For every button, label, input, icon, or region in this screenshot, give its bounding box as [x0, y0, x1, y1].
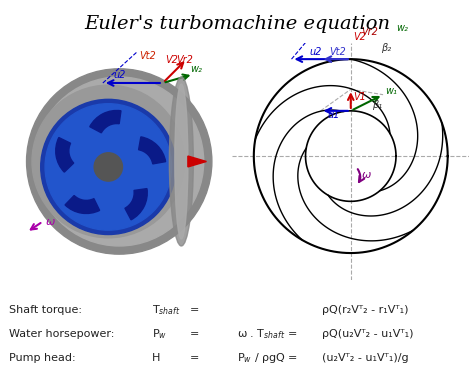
Wedge shape: [65, 196, 100, 214]
Text: V2: V2: [353, 32, 366, 42]
Text: =: =: [190, 305, 199, 315]
Text: u2: u2: [310, 47, 322, 57]
Text: H: H: [152, 353, 160, 363]
Text: =: =: [190, 329, 199, 339]
Text: ρQ(r₂Vᵀ₂ - r₁Vᵀ₁): ρQ(r₂Vᵀ₂ - r₁Vᵀ₁): [322, 305, 409, 315]
Text: β₁: β₁: [372, 99, 383, 110]
Text: V2: V2: [165, 55, 178, 65]
Ellipse shape: [27, 69, 212, 254]
Text: ω: ω: [362, 170, 371, 179]
Text: Vt2: Vt2: [139, 51, 155, 61]
Text: w₁: w₁: [385, 86, 397, 96]
Text: Vr2: Vr2: [362, 28, 378, 37]
Text: P$_w$ / ρgQ =: P$_w$ / ρgQ =: [237, 351, 298, 365]
Text: Water horsepower:: Water horsepower:: [9, 329, 115, 339]
Wedge shape: [138, 137, 165, 164]
Ellipse shape: [35, 77, 204, 246]
Circle shape: [41, 99, 176, 235]
Text: u1: u1: [327, 110, 339, 120]
Text: w₂: w₂: [396, 23, 408, 33]
Polygon shape: [188, 156, 206, 167]
Text: ρQ(u₂Vᵀ₂ - u₁Vᵀ₁): ρQ(u₂Vᵀ₂ - u₁Vᵀ₁): [322, 329, 414, 339]
Text: P$_w$: P$_w$: [152, 327, 167, 341]
Wedge shape: [125, 189, 147, 220]
Text: β₂: β₂: [381, 43, 391, 52]
Text: =: =: [190, 353, 199, 363]
Text: ω: ω: [46, 217, 55, 227]
Text: Vt2: Vt2: [329, 47, 346, 57]
Circle shape: [45, 104, 172, 230]
Text: Vr2: Vr2: [176, 55, 193, 65]
Text: T$_{shaft}$: T$_{shaft}$: [152, 303, 181, 317]
Ellipse shape: [169, 77, 193, 246]
Text: ω . T$_{shaft}$ =: ω . T$_{shaft}$ =: [237, 327, 297, 341]
Ellipse shape: [32, 85, 184, 238]
Wedge shape: [90, 110, 121, 133]
Text: Pump head:: Pump head:: [9, 353, 76, 363]
Text: u2: u2: [114, 69, 126, 80]
Wedge shape: [56, 138, 74, 172]
Text: Euler's turbomachine equation: Euler's turbomachine equation: [84, 15, 390, 33]
Text: w₂: w₂: [190, 64, 202, 74]
Ellipse shape: [175, 84, 188, 239]
Circle shape: [94, 153, 122, 181]
Text: (u₂Vᵀ₂ - u₁Vᵀ₁)/g: (u₂Vᵀ₂ - u₁Vᵀ₁)/g: [322, 353, 409, 363]
Text: Shaft torque:: Shaft torque:: [9, 305, 82, 315]
Text: V1: V1: [353, 92, 366, 102]
